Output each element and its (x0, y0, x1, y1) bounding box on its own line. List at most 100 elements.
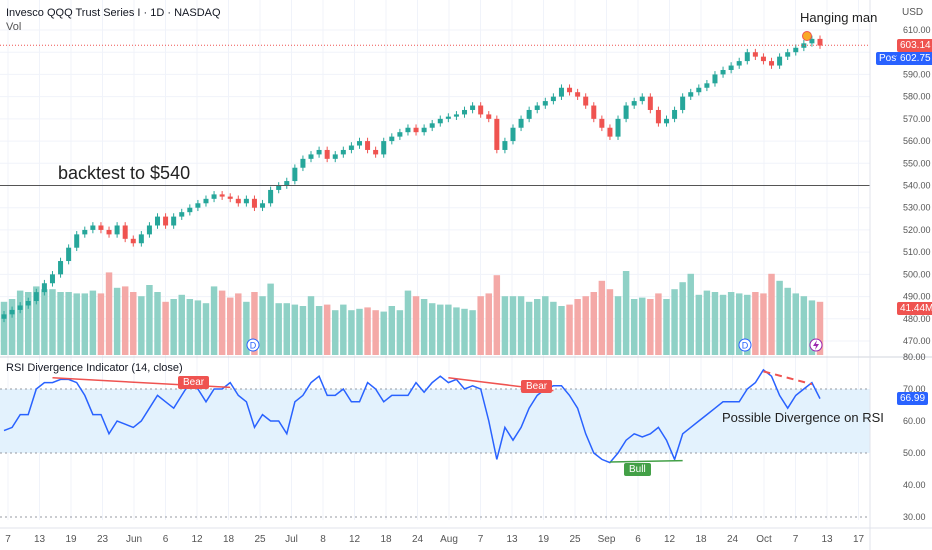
volume-bar (291, 304, 299, 355)
candle-body (155, 216, 161, 226)
price-tick-label: 610.00 (903, 25, 931, 35)
volume-bar (186, 299, 194, 355)
volume-bar (574, 299, 581, 355)
candle-body (785, 52, 791, 57)
volume-bar (404, 290, 412, 355)
time-tick-label: 12 (191, 534, 203, 545)
candle-body (663, 118, 669, 124)
volume-bar (49, 289, 56, 355)
candle-body (268, 189, 274, 204)
volume-bar (267, 283, 274, 355)
candle-body (445, 116, 451, 119)
candle-body (316, 149, 322, 155)
candle-body (179, 212, 185, 217)
candle-body (437, 118, 443, 124)
candle-body (227, 196, 233, 199)
volume-bar (121, 286, 129, 355)
candle-body (817, 38, 823, 46)
candle-body (356, 141, 362, 146)
rsi-pane (0, 356, 932, 518)
price-tick-label: 540.00 (903, 181, 931, 191)
volume-bar (113, 287, 121, 355)
volume-bar (8, 299, 16, 355)
symbol-title: Invesco QQQ Trust Series I · 1D · NASDAQ (6, 7, 221, 19)
volume-bar (655, 293, 662, 355)
time-tick-label: 7 (793, 534, 799, 545)
price-tick-label: 560.00 (903, 136, 931, 146)
time-tick-label: 17 (853, 534, 865, 545)
volume-bar (663, 299, 670, 355)
dividend-marker-label: D (250, 341, 257, 351)
volume-bar (445, 304, 452, 355)
volume-bar (315, 306, 323, 355)
volume-bar (816, 301, 824, 355)
bear-badge-2: Bear (521, 380, 553, 393)
volume-bar (299, 306, 307, 355)
volume-bar (243, 301, 250, 355)
volume-bar (170, 299, 177, 355)
price-tick-label: 570.00 (903, 114, 931, 124)
volume-bar (412, 296, 420, 355)
volume-bar (16, 290, 24, 355)
volume-bar (420, 299, 428, 355)
dividend-marker-icon (738, 338, 752, 352)
volume-bar (792, 293, 799, 355)
volume-bar (356, 308, 363, 355)
candle-body (9, 309, 15, 315)
rsi-tick-label: 60.00 (903, 416, 926, 426)
volume-bar (461, 308, 468, 355)
candle-body (114, 225, 120, 235)
volume-bar (550, 301, 557, 355)
candle-body (340, 149, 346, 155)
dividend-marker-icon (246, 338, 260, 352)
volume-bar (275, 303, 282, 355)
volume-bar (81, 293, 89, 355)
bear-badge-1: Bear (178, 376, 210, 389)
volume-bar (630, 299, 638, 355)
candle-body (542, 101, 548, 106)
rsi-title: RSI Divergence Indicator (14, close) (6, 362, 183, 374)
time-tick-label: 18 (695, 534, 707, 545)
candle-body (106, 229, 112, 235)
candle-body (260, 203, 266, 208)
time-tick-label: Oct (756, 534, 772, 545)
candle-body (171, 216, 177, 226)
time-tick-label: 8 (320, 534, 326, 545)
candle-body (251, 198, 257, 208)
currency-label: USD (902, 7, 924, 18)
candle-body (421, 127, 427, 133)
candle-body (33, 292, 39, 302)
volume-bar (719, 294, 727, 355)
volume-bar (485, 293, 492, 355)
volume-bar (808, 300, 816, 355)
volume-bar (428, 303, 436, 355)
volume-bar (542, 296, 549, 355)
candle-body (324, 149, 330, 159)
volume-bar (194, 300, 202, 355)
time-tick-label: 13 (506, 534, 518, 545)
time-tick-label: Sep (598, 534, 616, 545)
volume-bar (251, 292, 258, 355)
dividend-marker-label: D (742, 341, 749, 351)
time-tick-label: 6 (635, 534, 641, 545)
candle-body (276, 185, 282, 190)
volume-bar (178, 294, 185, 355)
candle-body (502, 141, 508, 150)
volume-bar (582, 296, 589, 355)
candle-body (90, 225, 96, 230)
volume-tag: 41.44M (897, 302, 932, 315)
volume-bar (348, 310, 355, 355)
volume-bar (768, 273, 775, 355)
candle-body (510, 127, 516, 142)
time-tick-label: 24 (412, 534, 424, 545)
post-label-tag: Post (876, 52, 903, 65)
candle-body (453, 114, 459, 117)
candle-body (49, 274, 55, 284)
time-tick-label: 13 (821, 534, 833, 545)
volume-bar (372, 310, 379, 355)
volume-bar (752, 292, 759, 355)
candle-body (397, 132, 403, 137)
price-tick-label: 550.00 (903, 158, 931, 168)
